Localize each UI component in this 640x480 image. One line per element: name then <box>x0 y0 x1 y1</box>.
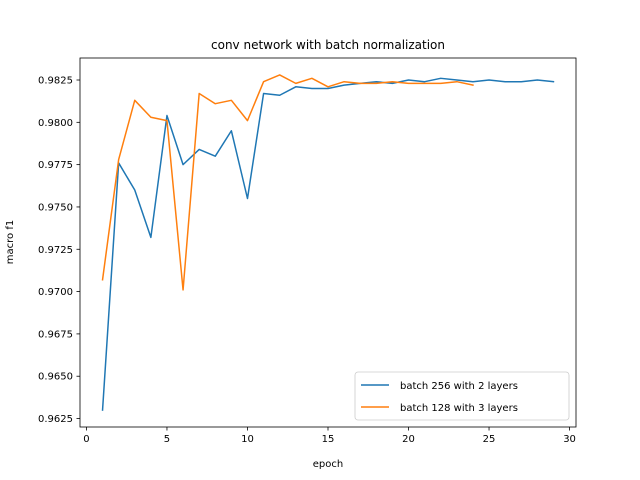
x-tick-label: 20 <box>402 434 415 445</box>
y-tick-label: 0.9750 <box>38 202 73 213</box>
y-tick-label: 0.9775 <box>38 160 73 171</box>
plot-frame <box>79 57 577 428</box>
y-tick-label: 0.9800 <box>38 118 73 129</box>
legend-box <box>354 371 570 421</box>
x-tick-label: 30 <box>563 434 576 445</box>
y-tick-label: 0.9725 <box>38 245 73 256</box>
legend-label-series-2: batch 128 with 3 layers <box>400 403 518 414</box>
x-tick-label: 25 <box>483 434 496 445</box>
legend-label-series-1: batch 256 with 2 layers <box>400 381 518 392</box>
y-tick-label: 0.9700 <box>38 287 73 298</box>
x-tick-label: 15 <box>322 434 335 445</box>
series-line-2 <box>101 74 474 291</box>
y-tick-label: 0.9825 <box>38 76 73 87</box>
legend: batch 256 with 2 layers batch 128 with 3… <box>354 371 570 421</box>
series-lines <box>101 74 555 411</box>
axis-ticks: 0 5 10 15 20 25 30 0.9625 0.9650 0.9675 0.9700 0.97… <box>38 76 576 445</box>
x-tick-label: 10 <box>241 434 254 445</box>
y-axis-label: macro f1 <box>5 220 16 264</box>
x-axis-label: epoch <box>313 459 343 470</box>
y-tick-label: 0.9650 <box>38 372 73 383</box>
y-tick-label: 0.9675 <box>38 329 73 340</box>
x-tick-label: 0 <box>83 434 89 445</box>
x-tick-label: 5 <box>164 434 170 445</box>
chart-title: conv network with batch normalization <box>211 38 445 52</box>
y-tick-label: 0.9625 <box>38 414 73 425</box>
series-line-1 <box>101 77 555 411</box>
